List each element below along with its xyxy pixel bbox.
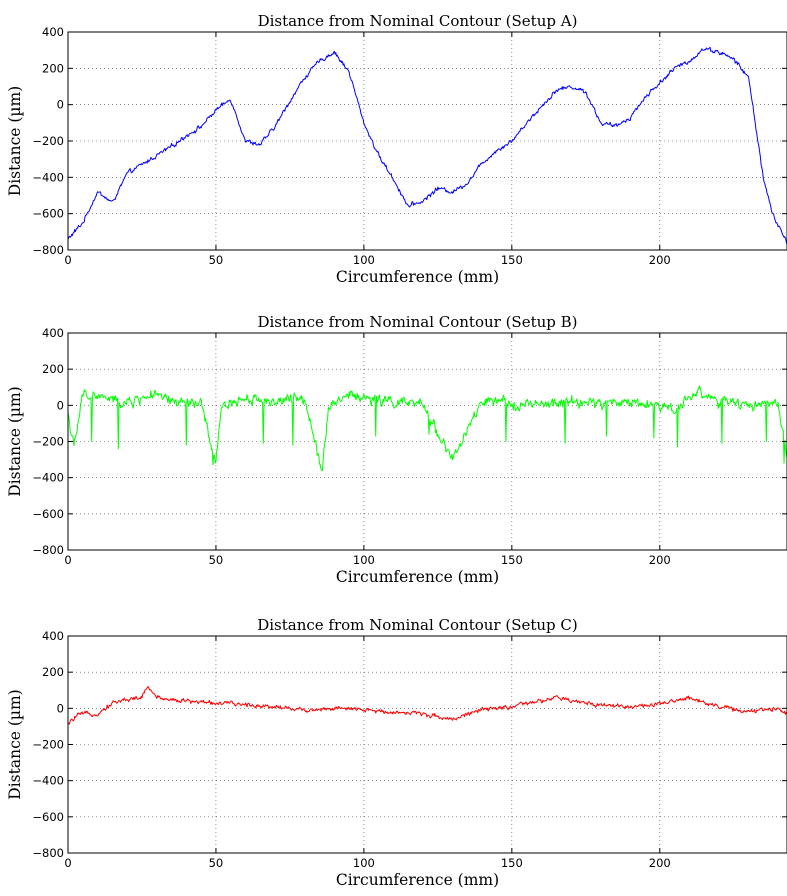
x-tick-label: 200 xyxy=(649,856,671,870)
y-axis-label: Distance (µm) xyxy=(6,689,24,799)
x-tick-label: 100 xyxy=(353,253,375,267)
x-tick-label: 0 xyxy=(64,253,71,267)
x-tick-label: 50 xyxy=(209,253,224,267)
y-tick-label: 0 xyxy=(57,98,64,112)
chart-title: Distance from Nominal Contour (Setup C) xyxy=(257,616,578,634)
chart-title: Distance from Nominal Contour (Setup B) xyxy=(257,313,577,331)
plot-frame xyxy=(67,332,787,551)
y-tick-label: −400 xyxy=(32,170,64,184)
y-tick-label: −600 xyxy=(32,507,64,521)
x-tick-label: 200 xyxy=(649,253,671,267)
chart-panel-2: 0 50 100 150 200 400 200 0 −200 −400 −600 −800 Dista… xyxy=(6,313,787,586)
x-axis-label: Circumference (mm) xyxy=(336,568,499,586)
y-tick-label: −200 xyxy=(32,134,64,148)
x-tick-label: 150 xyxy=(501,553,523,567)
x-tick-label: 50 xyxy=(209,553,224,567)
x-tick-label: 100 xyxy=(353,553,375,567)
y-tick-label: −800 xyxy=(32,243,64,257)
series-line-3 xyxy=(67,686,787,725)
chart-panel-3: 0 50 100 150 200 400 200 0 −200 −400 −600 −800 Dista… xyxy=(6,616,787,889)
plot-frame xyxy=(67,635,787,854)
x-axis-label: Circumference (mm) xyxy=(336,871,499,889)
x-tick-label: 0 xyxy=(64,856,71,870)
y-tick-label: −800 xyxy=(32,543,64,557)
y-tick-label: 200 xyxy=(42,61,64,75)
y-tick-label: −200 xyxy=(32,738,64,752)
x-tick-label: 150 xyxy=(501,856,523,870)
y-tick-label: 0 xyxy=(57,701,64,715)
y-tick-label: −600 xyxy=(32,810,64,824)
y-tick-label: 200 xyxy=(42,362,64,376)
series-line-2 xyxy=(67,385,787,472)
y-tick-label: 0 xyxy=(57,398,64,412)
x-tick-label: 0 xyxy=(64,553,71,567)
y-tick-label: −400 xyxy=(32,774,64,788)
y-tick-label: −400 xyxy=(32,471,64,485)
x-axis-label: Circumference (mm) xyxy=(336,268,499,286)
y-tick-label: 400 xyxy=(42,629,64,643)
y-tick-label: 200 xyxy=(42,665,64,679)
x-tick-label: 150 xyxy=(501,253,523,267)
x-tick-label: 200 xyxy=(649,553,671,567)
y-tick-label: 400 xyxy=(42,25,64,39)
y-tick-label: −600 xyxy=(32,207,64,221)
series-line-1 xyxy=(67,46,787,245)
chart-panel-1: 0 50 100 150 200 400 200 0 −200 −400 −600 −800 Dista… xyxy=(6,12,787,286)
y-tick-label: −200 xyxy=(32,435,64,449)
y-tick-label: −800 xyxy=(32,846,64,860)
y-tick-label: 400 xyxy=(42,326,64,340)
x-tick-label: 50 xyxy=(209,856,224,870)
y-axis-label: Distance (µm) xyxy=(6,386,24,496)
x-tick-label: 100 xyxy=(353,856,375,870)
y-axis-label: Distance (µm) xyxy=(6,86,24,196)
chart-title: Distance from Nominal Contour (Setup A) xyxy=(258,12,578,30)
